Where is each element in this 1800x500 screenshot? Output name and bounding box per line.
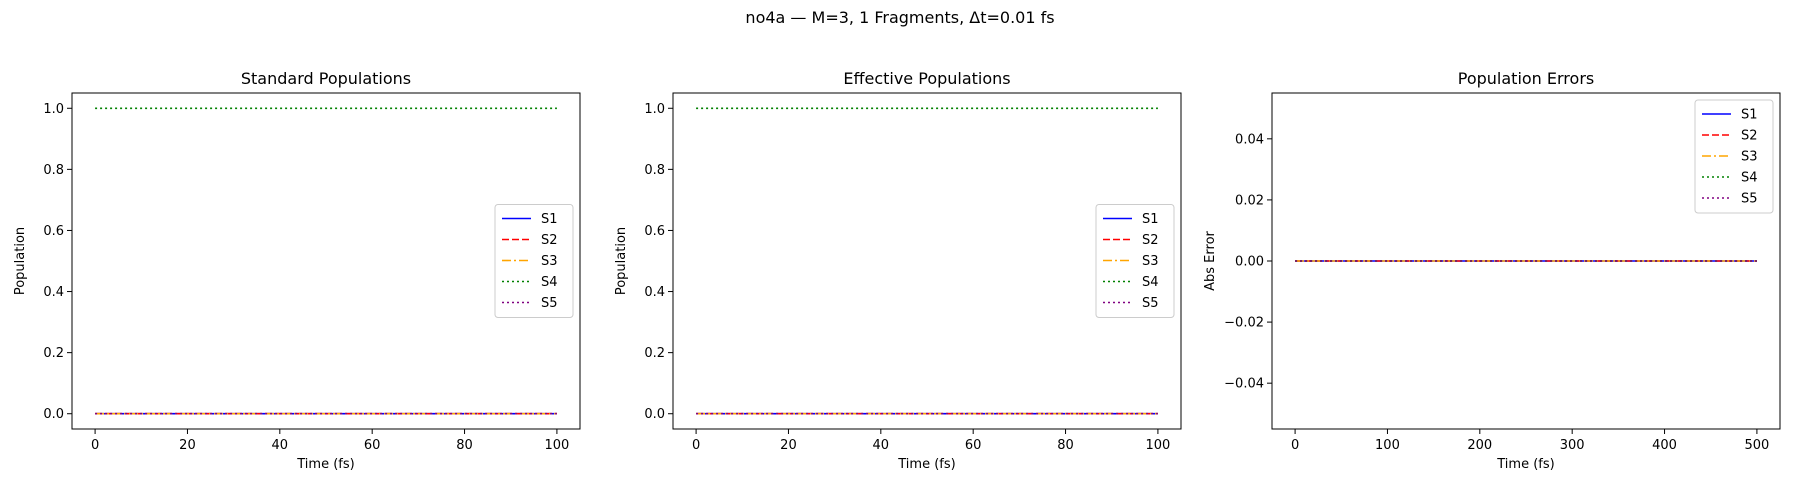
legend-label: S1 <box>1142 212 1159 227</box>
legend-label: S3 <box>1741 150 1758 165</box>
legend-label: S1 <box>1741 108 1758 123</box>
chart-title: Effective Populations <box>843 69 1010 88</box>
legend-label: S1 <box>541 212 558 227</box>
x-axis-label: Time (fs) <box>1496 457 1554 472</box>
x-tick-label: 0 <box>692 438 700 453</box>
x-tick-label: 20 <box>780 438 797 453</box>
x-tick-label: 80 <box>456 438 473 453</box>
legend-label: S4 <box>1741 171 1758 186</box>
x-axis-label: Time (fs) <box>296 457 354 472</box>
y-axis-label: Population <box>13 227 28 295</box>
x-tick-label: 100 <box>1145 438 1170 453</box>
x-tick-label: 60 <box>364 438 381 453</box>
x-tick-label: 200 <box>1467 438 1492 453</box>
chart-title: Population Errors <box>1458 69 1594 88</box>
y-tick-label: 0.00 <box>1235 255 1264 270</box>
chart-panel-3: Population Errors 0 100 200 300 400 500 −0.04 −0… <box>1203 69 1781 472</box>
legend-label: S5 <box>541 296 558 311</box>
legend: S1 S2 S3 S4 S5 <box>1095 204 1175 318</box>
legend-label: S4 <box>1142 275 1159 290</box>
legend-label: S3 <box>541 254 558 269</box>
chart-panel-2: Effective Populations 0 20 40 60 80 100 0.0 0.2 0… <box>614 69 1182 472</box>
y-tick-label: 0.0 <box>644 407 665 422</box>
legend-frame <box>1095 204 1175 318</box>
y-tick-label: 0.2 <box>644 346 665 361</box>
legend-label: S4 <box>541 275 558 290</box>
legend: S1 S2 S3 S4 S5 <box>1694 99 1774 214</box>
legend-label: S2 <box>1142 233 1159 248</box>
x-tick-label: 80 <box>1057 438 1074 453</box>
x-tick-label: 40 <box>873 438 890 453</box>
axes-frame <box>71 92 581 430</box>
y-tick-label: 0.04 <box>1235 132 1264 147</box>
y-tick-label: 0.0 <box>43 407 64 422</box>
y-tick-label: 0.2 <box>43 346 64 361</box>
x-tick-label: 20 <box>179 438 196 453</box>
x-tick-label: 400 <box>1652 438 1677 453</box>
x-tick-label: 300 <box>1560 438 1585 453</box>
y-tick-label: 0.6 <box>43 224 64 239</box>
x-tick-label: 60 <box>965 438 982 453</box>
legend-frame <box>1694 99 1774 214</box>
y-tick-label: 1.0 <box>43 102 64 117</box>
figure-suptitle: no4a — M=3, 1 Fragments, Δt=0.01 fs <box>745 8 1054 27</box>
x-tick-label: 0 <box>1291 438 1299 453</box>
y-tick-label: 1.0 <box>644 102 665 117</box>
y-tick-label: 0.02 <box>1235 193 1264 208</box>
y-tick-label: 0.8 <box>43 163 64 178</box>
chart-title: Standard Populations <box>241 69 411 88</box>
x-tick-label: 0 <box>91 438 99 453</box>
y-axis-label: Population <box>614 227 629 295</box>
y-tick-label: −0.04 <box>1224 377 1264 392</box>
y-tick-label: 0.4 <box>644 285 665 300</box>
y-tick-label: 0.4 <box>43 285 64 300</box>
axes-frame <box>672 92 1182 430</box>
chart-panel-1: Standard Populations 0 20 40 60 80 100 0.0 0.2 0.… <box>13 69 581 472</box>
legend: S1 S2 S3 S4 S5 <box>494 204 574 318</box>
x-tick-label: 100 <box>1375 438 1400 453</box>
y-tick-label: −0.02 <box>1224 316 1264 331</box>
x-tick-label: 100 <box>544 438 569 453</box>
y-tick-label: 0.8 <box>644 163 665 178</box>
legend-label: S2 <box>1741 129 1758 144</box>
x-tick-label: 500 <box>1744 438 1769 453</box>
legend-label: S3 <box>1142 254 1159 269</box>
legend-label: S5 <box>1142 296 1159 311</box>
legend-frame <box>494 204 574 318</box>
x-axis-label: Time (fs) <box>897 457 955 472</box>
legend-label: S2 <box>541 233 558 248</box>
legend-label: S5 <box>1741 192 1758 207</box>
y-tick-label: 0.6 <box>644 224 665 239</box>
y-axis-label: Abs Error <box>1203 230 1218 290</box>
x-tick-label: 40 <box>272 438 289 453</box>
